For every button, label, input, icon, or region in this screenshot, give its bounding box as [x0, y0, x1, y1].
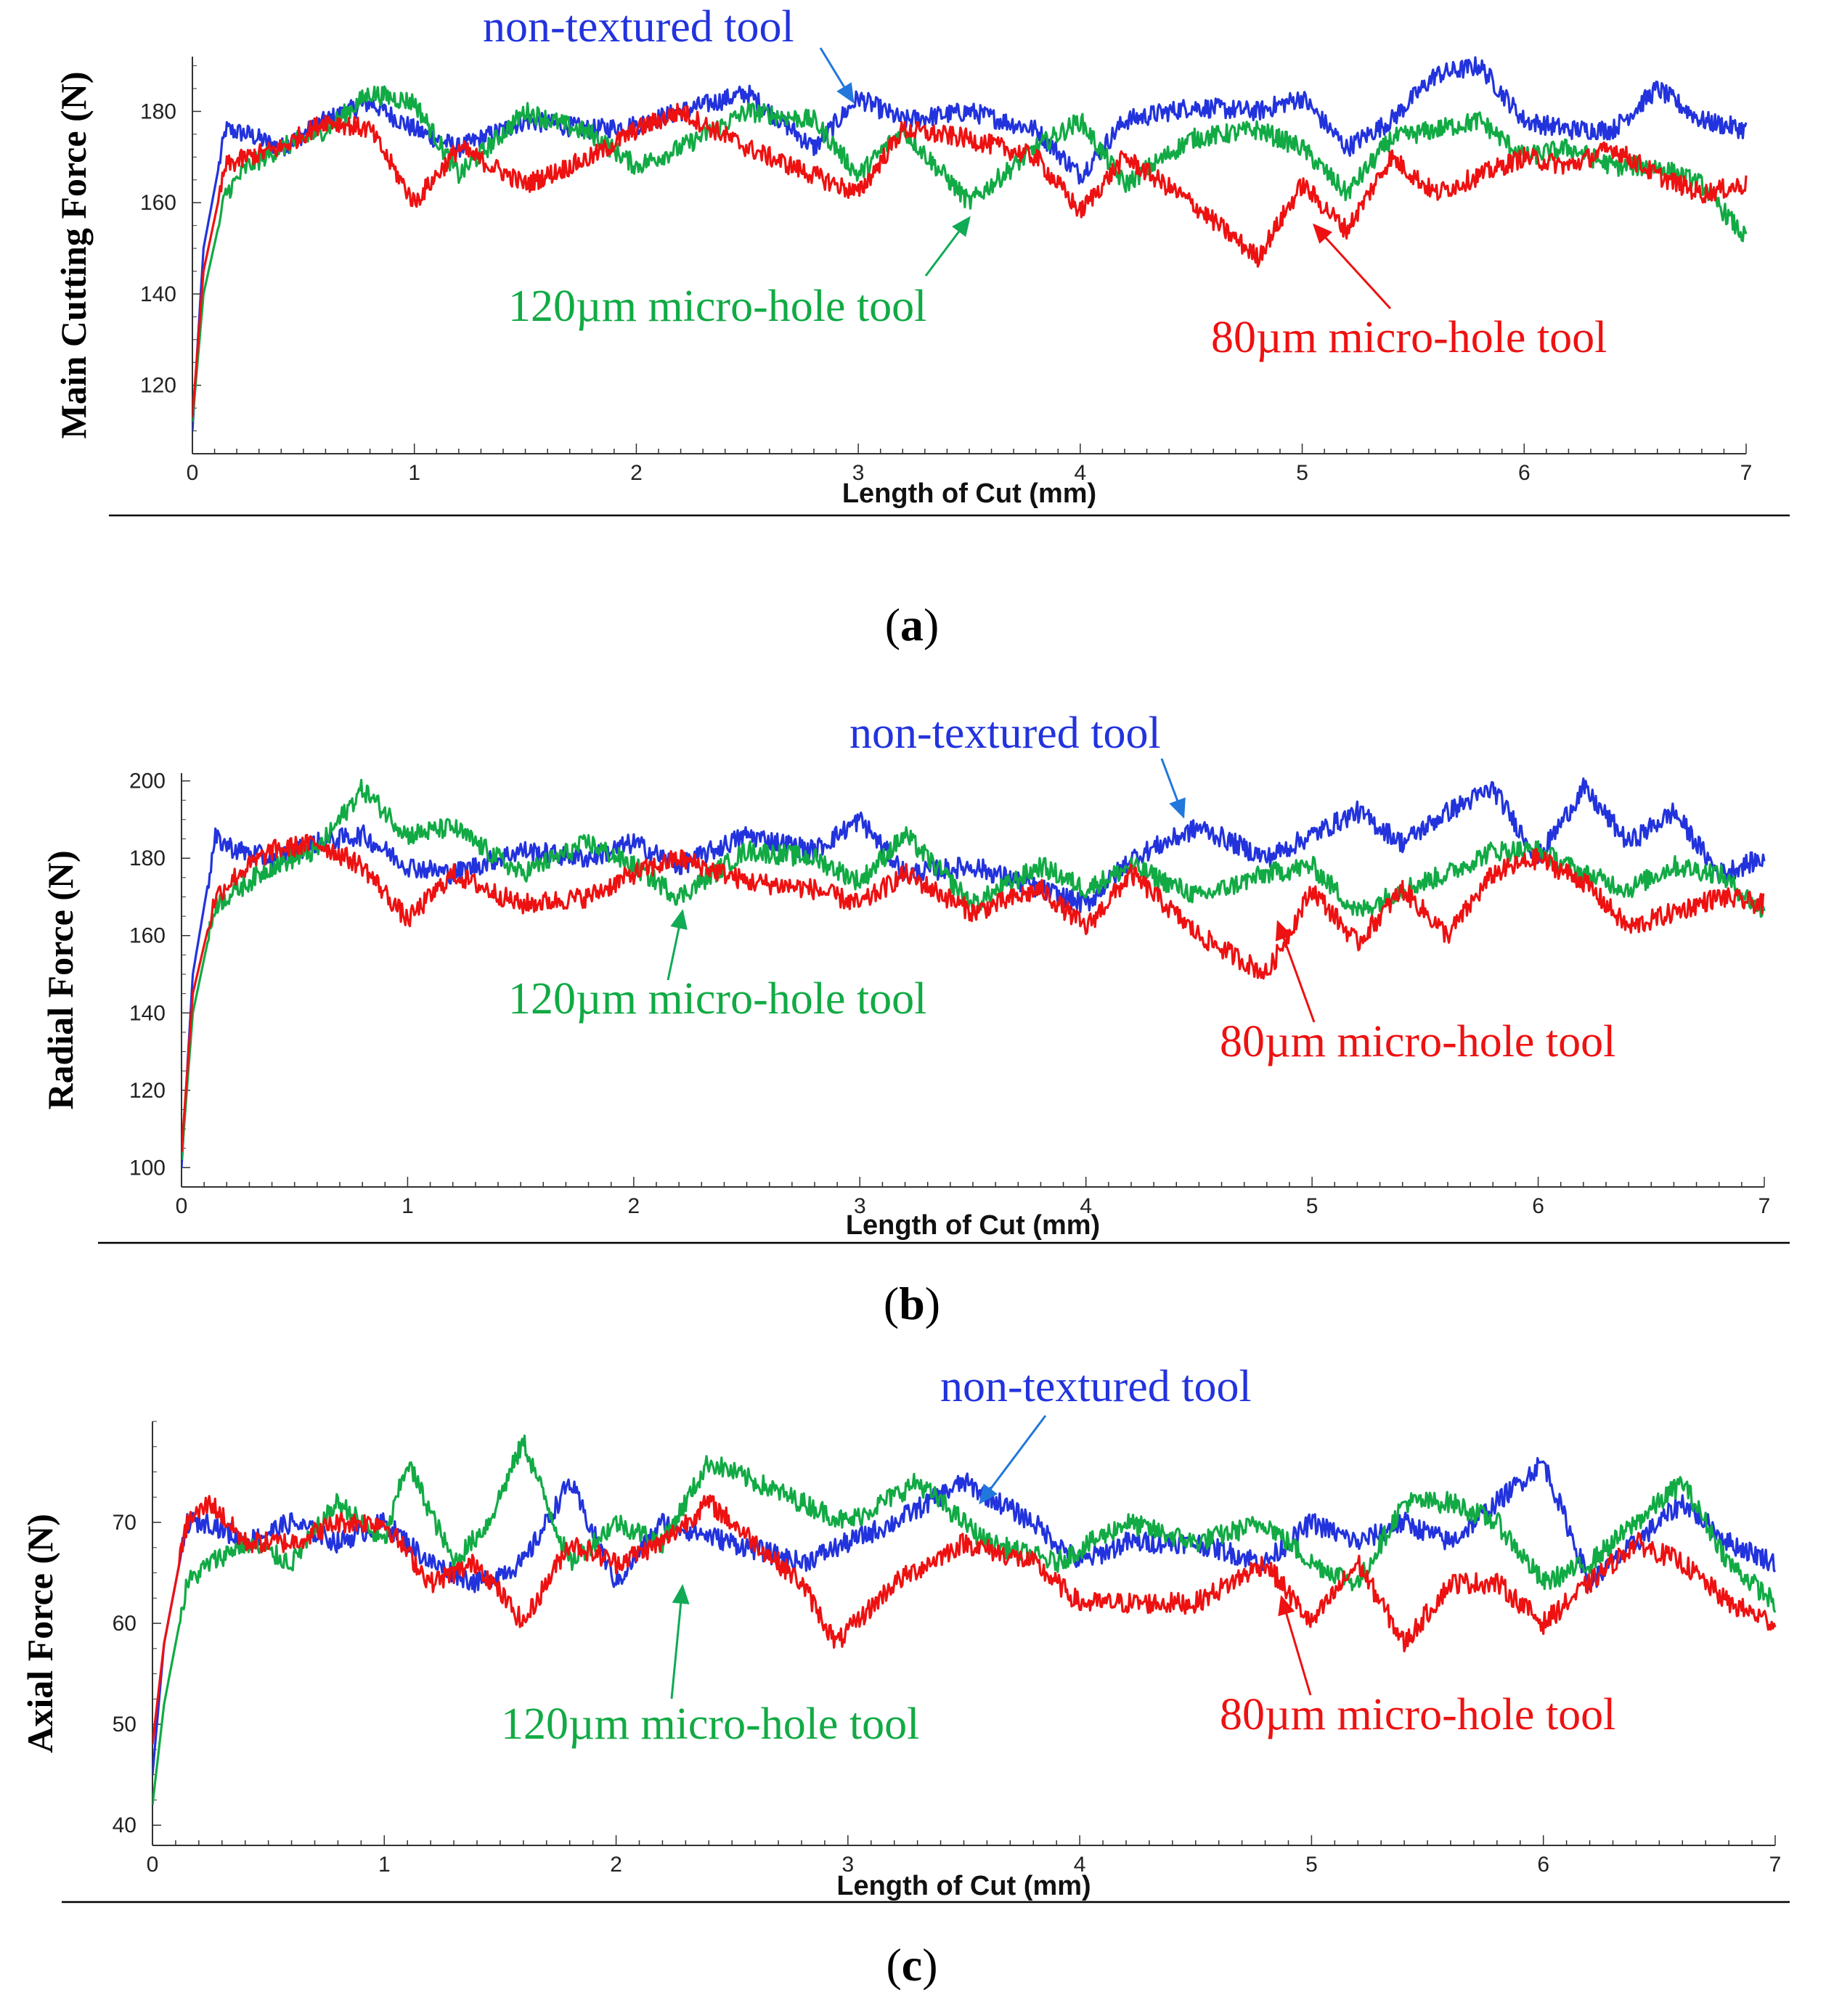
x-tick-label: 2	[630, 461, 643, 485]
annotation-arrow	[670, 1584, 690, 1699]
y-tick-label: 160	[140, 191, 176, 215]
x-axis-label: Length of Cut (mm)	[842, 478, 1096, 509]
annotation-arrow	[819, 47, 855, 104]
panel-caption: (a)	[885, 599, 940, 650]
annotation-label: non-textured tool	[940, 1362, 1252, 1411]
annotation-arrow	[1275, 920, 1316, 1023]
chart-panel-a: 0 1 2 3 4 5 6 7 120 140 160 180 Length of Cut (mm) Ma…	[53, 2, 1790, 650]
caption-letter: a	[900, 599, 924, 650]
y-tick-label: 200	[129, 770, 166, 793]
x-tick-label: 4	[1075, 461, 1087, 485]
x-tick-label: 2	[628, 1194, 640, 1218]
x-tick-label: 1	[408, 461, 420, 485]
y-tick-label: 70	[113, 1511, 136, 1535]
x-tick-label: 6	[1537, 1853, 1549, 1877]
caption-close-paren: )	[922, 1939, 937, 1991]
annotation-arrow	[1278, 1595, 1312, 1696]
x-tick-label: 6	[1518, 461, 1531, 485]
annotation-label: 80µm micro-hole tool	[1220, 1017, 1615, 1066]
x-axis-label: Length of Cut (mm)	[836, 1871, 1091, 1901]
plot-area	[192, 56, 1748, 431]
y-tick-label: 60	[113, 1612, 136, 1636]
x-axis-label: Length of Cut (mm)	[846, 1210, 1100, 1241]
x-tick-label: 3	[854, 1194, 866, 1218]
y-axis-label: Radial Force (N)	[40, 850, 81, 1109]
series-line-80-m-micro-hole-tool	[182, 833, 1765, 1153]
series-line-non-textured-tool	[192, 56, 1748, 431]
caption-open-paren: (	[884, 1278, 899, 1329]
y-tick-label: 50	[113, 1713, 136, 1737]
x-tick-label: 6	[1532, 1194, 1544, 1218]
x-tick-label: 4	[1080, 1194, 1092, 1218]
x-tick-label: 4	[1074, 1853, 1086, 1877]
x-tick-label: 5	[1296, 461, 1308, 485]
annotation-label: 80µm micro-hole tool	[1220, 1690, 1615, 1739]
caption-close-paren: )	[924, 599, 939, 650]
y-tick-label: 100	[129, 1156, 166, 1180]
annotation-label: 120µm micro-hole tool	[508, 974, 926, 1024]
y-tick-label: 120	[140, 374, 176, 398]
x-tick-label: 5	[1306, 1194, 1318, 1218]
x-tick-label: 5	[1305, 1853, 1318, 1877]
series-line-120-m-micro-hole-tool	[152, 1434, 1777, 1805]
annotation-arrow	[1312, 223, 1392, 310]
annotation-label: non-textured tool	[849, 709, 1161, 758]
y-axis-label: Main Cutting Force (N)	[53, 72, 94, 439]
x-tick-label: 3	[852, 461, 865, 485]
plot-area	[182, 777, 1766, 1168]
y-tick-label: 40	[113, 1813, 136, 1837]
caption-open-paren: (	[885, 599, 900, 650]
annotation-arrow	[979, 1415, 1047, 1505]
y-tick-label: 120	[129, 1079, 166, 1103]
x-tick-label: 1	[378, 1853, 391, 1877]
x-tick-label: 7	[1758, 1194, 1771, 1218]
panel-caption: (c)	[886, 1939, 937, 1991]
x-tick-label: 7	[1740, 461, 1753, 485]
x-tick-label: 3	[842, 1853, 855, 1877]
annotation-label: non-textured tool	[483, 2, 794, 52]
y-axis-label: Axial Force (N)	[20, 1514, 60, 1753]
caption-letter: c	[902, 1939, 922, 1991]
caption-close-paren: )	[925, 1278, 940, 1329]
x-tick-label: 0	[176, 1194, 188, 1218]
x-tick-label: 0	[147, 1853, 159, 1877]
x-tick-label: 2	[610, 1853, 622, 1877]
plot-area	[152, 1434, 1777, 1805]
annotation-label: 120µm micro-hole tool	[508, 282, 926, 331]
y-tick-label: 140	[140, 282, 176, 306]
x-tick-label: 7	[1769, 1853, 1782, 1877]
caption-letter: b	[899, 1278, 925, 1329]
annotation-arrow	[924, 216, 971, 277]
annotation-label: 80µm micro-hole tool	[1211, 313, 1607, 362]
series-line-non-textured-tool	[182, 777, 1766, 1168]
chart-panel-b: 0 1 2 3 4 5 6 7 100 120 140 160 180 200 Length of Cut …	[40, 709, 1790, 1329]
x-tick-label: 0	[187, 461, 199, 485]
y-tick-label: 180	[129, 846, 166, 870]
y-tick-label: 140	[129, 1001, 166, 1025]
series-line-120-m-micro-hole-tool	[182, 778, 1766, 1160]
x-tick-label: 1	[402, 1194, 414, 1218]
annotation-arrow	[667, 909, 688, 981]
series-line-80-m-micro-hole-tool	[192, 102, 1748, 417]
annotation-label: 120µm micro-hole tool	[501, 1699, 919, 1749]
series-line-80-m-micro-hole-tool	[152, 1494, 1777, 1745]
panel-caption: (b)	[884, 1278, 940, 1329]
y-tick-label: 160	[129, 924, 166, 948]
caption-open-paren: (	[886, 1939, 901, 1991]
y-tick-label: 180	[140, 99, 176, 123]
annotation-arrow	[1160, 758, 1186, 819]
chart-panel-c: 0 1 2 3 4 5 6 7 40 50 60 70 Length of Cut (mm) Axial …	[20, 1362, 1790, 1991]
